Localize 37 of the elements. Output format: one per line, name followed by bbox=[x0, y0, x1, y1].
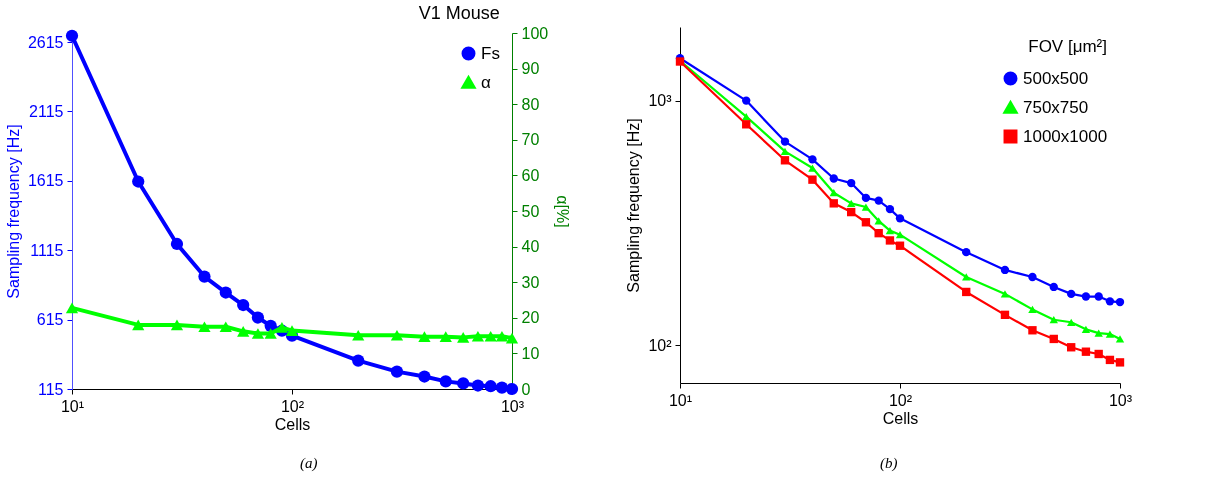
text: (b) bbox=[880, 455, 898, 472]
y2-tick-label: 10 bbox=[521, 344, 540, 362]
legend-label: Fs bbox=[481, 43, 500, 63]
y2-tick-label: 100 bbox=[521, 24, 549, 42]
legend-label: 750x750 bbox=[1023, 97, 1089, 117]
legend-label: α bbox=[481, 72, 491, 92]
x-tick-label: 10³ bbox=[1108, 391, 1133, 409]
x-tick-label: 10¹ bbox=[668, 391, 693, 409]
legend-label: 500x500 bbox=[1023, 68, 1089, 88]
y-tick-label: 1115 bbox=[30, 241, 64, 259]
y-tick-label: 615 bbox=[36, 311, 64, 329]
y2-tick-label: 30 bbox=[521, 273, 540, 291]
y2-tick-label: 90 bbox=[521, 60, 540, 78]
y2-tick-label: 50 bbox=[521, 202, 540, 220]
x-tick-label: 10² bbox=[280, 397, 305, 415]
x-tick-label: 10² bbox=[888, 391, 913, 409]
y-tick-label: 2615 bbox=[27, 33, 64, 51]
x-axis-title: Cells bbox=[274, 415, 311, 433]
x-tick-label: 10³ bbox=[500, 397, 525, 415]
y-tick-label: 115 bbox=[37, 380, 64, 398]
x-axis-title: Cells bbox=[882, 409, 919, 427]
y2-tick-label: 70 bbox=[521, 131, 540, 149]
y-tick-label: 1615 bbox=[27, 172, 64, 190]
y-tick-label: 2115 bbox=[29, 102, 64, 120]
text: (a) bbox=[300, 455, 318, 472]
y2-tick-label: 60 bbox=[521, 166, 540, 184]
x-tick-label: 10¹ bbox=[60, 397, 85, 415]
y-axis-title: Sampling frequency [Hz] bbox=[4, 124, 22, 299]
y2-tick-label: 0 bbox=[521, 380, 531, 398]
y-axis-title: Sampling frequency [Hz] bbox=[625, 118, 643, 293]
y2-axis-title: α[%] bbox=[554, 195, 572, 228]
legend-label: 1000x1000 bbox=[1023, 126, 1108, 146]
y2-tick-label: 20 bbox=[521, 309, 540, 327]
y2-tick-label: 40 bbox=[521, 238, 540, 256]
chart-title: V1 Mouse bbox=[418, 3, 500, 23]
y2-tick-label: 80 bbox=[521, 95, 540, 113]
legend-title: FOV [μm²] bbox=[1028, 37, 1107, 56]
